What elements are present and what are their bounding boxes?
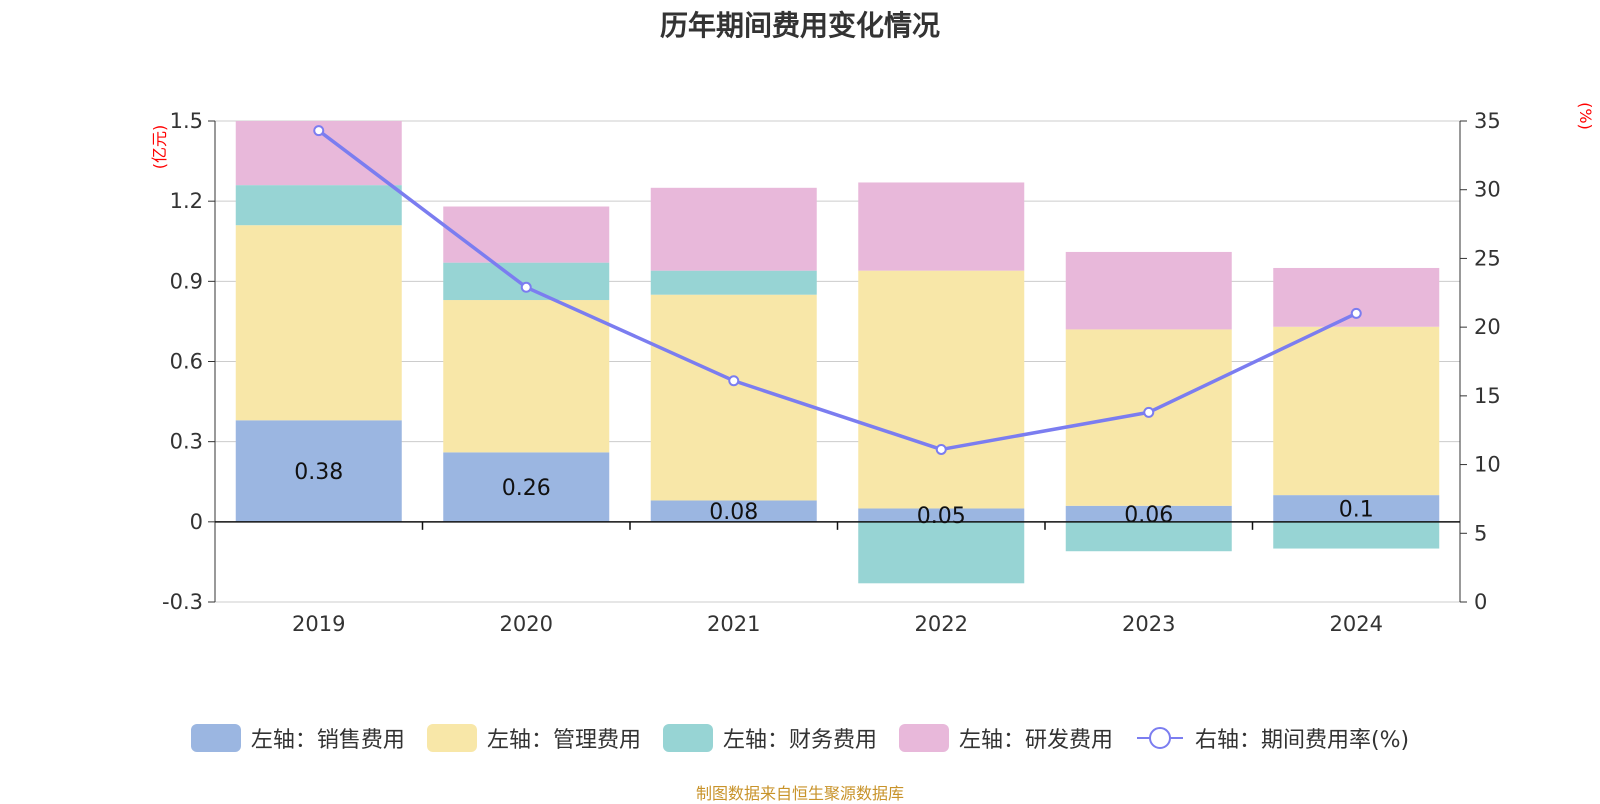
source-note: 制图数据来自恒生聚源数据库 [695, 784, 904, 803]
bar-rnd-2020 [443, 206, 610, 263]
legend-item-rnd[interactable]: 左轴：研发费用 [898, 722, 1113, 754]
legend-item-finance[interactable]: 左轴：财务费用 [662, 722, 877, 754]
legend-label-rnd: 左轴：研发费用 [958, 728, 1113, 753]
legend-swatch-admin [426, 724, 477, 752]
x-axis-tick-label: 2023 [1122, 612, 1175, 636]
bar-finance-2019 [235, 185, 402, 226]
legend: 左轴：销售费用 左轴：管理费用 左轴：财务费用 左轴：研发费用 右轴：期间费用率… [0, 722, 1600, 754]
bar-admin-2022 [858, 270, 1025, 509]
rate-line [317, 129, 1358, 452]
bar-finance-2021 [650, 270, 817, 295]
right-axis-tick-label: 15 [1474, 384, 1501, 408]
left-axis-tick-label: 0.3 [170, 430, 203, 454]
bar-sales-2022 [858, 508, 1025, 522]
data-label-sales: 0.1 [1339, 497, 1374, 522]
chart-title: 历年期间费用变化情况 [659, 9, 940, 42]
legend-label-rate: 右轴：期间费用率(%) [1194, 728, 1410, 753]
bar-rnd-2022 [858, 182, 1025, 271]
rate-point-2023 [1143, 406, 1155, 418]
bar-finance-2024 [1273, 521, 1440, 549]
legend-label-finance: 左轴：财务费用 [722, 728, 877, 753]
left-axis-tick-label: 0 [190, 510, 203, 534]
bar-sales-2019 [235, 420, 402, 522]
bar-rnd-2021 [650, 187, 817, 271]
rate-point-2020 [520, 281, 532, 293]
left-axis-unit: (亿元) [150, 125, 169, 170]
x-axis-tick-label: 2024 [1330, 612, 1383, 636]
right-axis-tick-label: 30 [1474, 178, 1501, 202]
bar-finance-2022 [858, 521, 1025, 584]
left-axis-tick-label: 1.5 [170, 109, 203, 133]
data-label-sales: 0.08 [709, 500, 758, 525]
bar-sales-2020 [443, 452, 610, 522]
rate-point-2019 [313, 125, 325, 137]
right-axis-tick-label: 20 [1474, 315, 1501, 339]
bar-admin-2019 [235, 225, 402, 421]
right-axis-tick-label: 5 [1474, 521, 1487, 545]
right-axis-unit: (%) [1576, 102, 1595, 130]
legend-label-sales: 左轴：销售费用 [250, 728, 405, 753]
bar-admin-2024 [1273, 326, 1440, 496]
x-axis-tick-label: 2020 [500, 612, 553, 636]
bar-rnd-2023 [1065, 251, 1232, 330]
left-axis-tick-label: 1.2 [170, 189, 203, 213]
legend-item-admin[interactable]: 左轴：管理费用 [426, 722, 641, 754]
data-label-sales: 0.38 [294, 460, 343, 485]
bar-admin-2020 [443, 300, 610, 453]
right-axis-tick-label: 0 [1474, 590, 1487, 614]
right-axis-tick-label: 25 [1474, 246, 1501, 270]
bar-finance-2020 [443, 262, 610, 301]
legend-label-admin: 左轴：管理费用 [486, 728, 641, 753]
bar-sales-2024 [1273, 495, 1440, 522]
left-axis-tick-label: 0.9 [170, 269, 203, 293]
legend-line-marker-icon [1136, 727, 1183, 749]
bar-admin-2021 [650, 294, 817, 501]
legend-swatch-finance [662, 724, 713, 752]
legend-swatch-sales [190, 724, 241, 752]
rate-point-2021 [728, 375, 740, 387]
legend-swatch-rnd [898, 724, 949, 752]
right-axis-tick-label: 35 [1474, 109, 1501, 133]
x-axis-tick-label: 2021 [707, 612, 760, 636]
chart-area: 1.5 1.2 0.9 0.6 0.3 0 -0.3 35 30 25 20 15 10 5 0 (亿元) (%… [150, 102, 1595, 636]
data-label-sales: 0.05 [917, 504, 966, 529]
bar-sales-2021 [650, 500, 817, 522]
data-label-sales: 0.06 [1124, 503, 1173, 528]
right-axis-tick-label: 10 [1474, 453, 1501, 477]
left-axis-tick-label: 0.6 [170, 350, 203, 374]
data-label-sales: 0.26 [502, 476, 551, 501]
rate-point-2024 [1350, 307, 1362, 319]
x-axis-tick-label: 2019 [292, 612, 345, 636]
bar-sales-2023 [1065, 505, 1232, 522]
left-axis-tick-label: -0.3 [162, 590, 203, 614]
legend-item-sales[interactable]: 左轴：销售费用 [190, 722, 405, 754]
rate-point-2022 [935, 443, 947, 455]
x-axis-tick-label: 2022 [915, 612, 968, 636]
bar-finance-2023 [1065, 521, 1232, 552]
legend-item-rate[interactable]: 右轴：期间费用率(%) [1135, 722, 1409, 754]
